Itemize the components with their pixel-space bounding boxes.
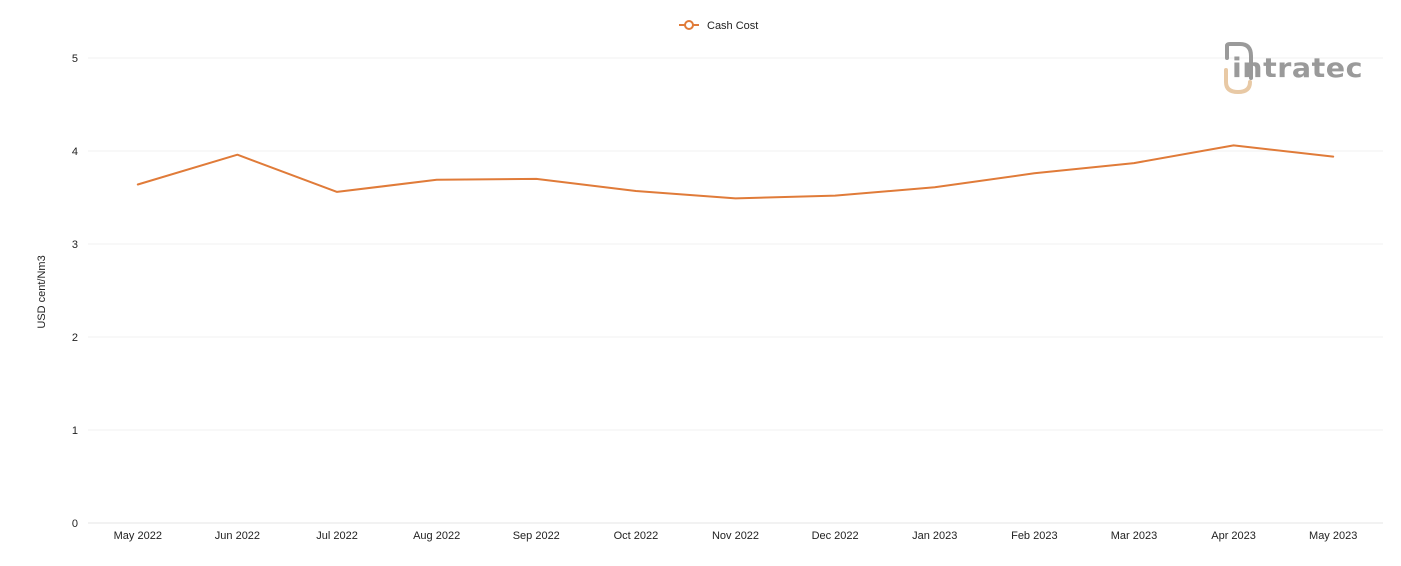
x-tick-label: Feb 2023	[1011, 530, 1057, 542]
legend-label-cash-cost: Cash Cost	[707, 20, 758, 32]
series-line-cash-cost	[136, 144, 1335, 200]
x-tick-label: Sep 2022	[513, 530, 560, 542]
y-tick-label: 4	[72, 146, 78, 158]
series-layer	[132, 139, 1339, 204]
data-point[interactable]	[1128, 157, 1140, 169]
data-point[interactable]	[829, 190, 841, 202]
x-tick-label: Apr 2023	[1211, 530, 1256, 542]
intratec-logo-icon	[1224, 42, 1253, 95]
intratec-logo: intratec	[1224, 42, 1363, 95]
y-tick-label: 3	[72, 239, 78, 251]
legend[interactable]: Cash Cost	[679, 20, 758, 32]
x-tick-label: May 2023	[1309, 530, 1357, 542]
y-axis-tick-labels: 0 1 2 3 4 5	[72, 53, 78, 530]
x-tick-label: Aug 2022	[413, 530, 460, 542]
x-tick-label: Nov 2022	[712, 530, 759, 542]
y-tick-label: 5	[72, 53, 78, 65]
y-tick-label: 0	[72, 518, 78, 530]
x-tick-label: Jul 2022	[316, 530, 358, 542]
x-tick-label: Jan 2023	[912, 530, 957, 542]
data-point[interactable]	[1028, 167, 1040, 179]
data-point[interactable]	[431, 174, 443, 186]
x-tick-label: Jun 2022	[215, 530, 260, 542]
circle-line-marker-icon	[679, 20, 699, 30]
data-point[interactable]	[132, 178, 144, 190]
data-point[interactable]	[530, 173, 542, 185]
data-point[interactable]	[929, 181, 941, 193]
data-point[interactable]	[231, 149, 243, 161]
data-point[interactable]	[1228, 139, 1240, 151]
y-tick-label: 2	[72, 332, 78, 344]
x-tick-label: Oct 2022	[614, 530, 659, 542]
x-tick-label: May 2022	[114, 530, 162, 542]
data-point[interactable]	[730, 192, 742, 204]
y-tick-label: 1	[72, 425, 78, 437]
watermark-text: intratec	[1232, 53, 1363, 84]
y-axis-title: USD cent/Nm3	[36, 255, 48, 328]
x-tick-label: Dec 2022	[812, 530, 859, 542]
x-axis-tick-labels: May 2022 Jun 2022 Jul 2022 Aug 2022 Sep 2022…	[114, 530, 1358, 542]
data-point[interactable]	[1327, 151, 1339, 163]
data-point[interactable]	[630, 185, 642, 197]
gridlines	[88, 57, 1383, 524]
data-point[interactable]	[331, 186, 343, 198]
x-tick-label: Mar 2023	[1111, 530, 1157, 542]
